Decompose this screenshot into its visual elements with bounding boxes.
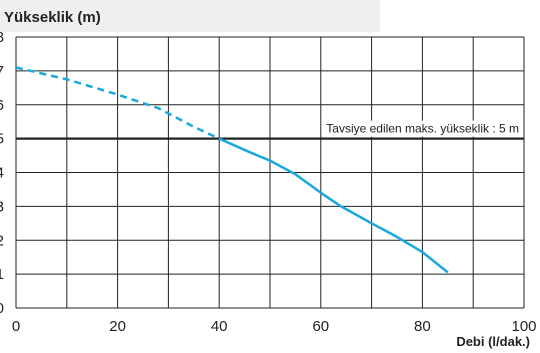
grid: [15, 36, 525, 309]
y-tick-label: 7: [0, 63, 4, 80]
y-tick-label: 0: [0, 300, 4, 317]
series-group: [15, 66, 449, 274]
y-tick-label: 6: [0, 97, 4, 114]
y-tick-label: 8: [0, 29, 4, 46]
x-tick-label: 80: [414, 318, 431, 335]
y-axis-title: Yükseklik (m): [4, 9, 101, 26]
x-tick-label: 100: [511, 318, 536, 335]
y-tick-label: 5: [0, 131, 4, 148]
y-tick-label: 3: [0, 198, 4, 215]
x-axis-title: Debi (l/dak.): [456, 334, 530, 349]
reference-label-background: [323, 120, 523, 137]
reference-line-label: Tavsiye edilen maks. yükseklik : 5 m: [326, 122, 519, 136]
series-line-dashed: [15, 66, 220, 140]
y-tick-label: 2: [0, 232, 4, 249]
x-tick-labels: 0 20 40 60 80 100: [12, 318, 537, 335]
y-tick-label: 1: [0, 266, 4, 283]
series-line-solid: [218, 137, 449, 274]
x-tick-label: 0: [12, 318, 20, 335]
y-tick-label: 4: [0, 165, 4, 182]
y-tick-labels: 0 1 2 3 4 5 6 7 8: [0, 29, 4, 317]
x-tick-label: 40: [211, 318, 228, 335]
header-band: [0, 0, 380, 32]
x-tick-label: 60: [312, 318, 329, 335]
x-tick-label: 20: [109, 318, 126, 335]
